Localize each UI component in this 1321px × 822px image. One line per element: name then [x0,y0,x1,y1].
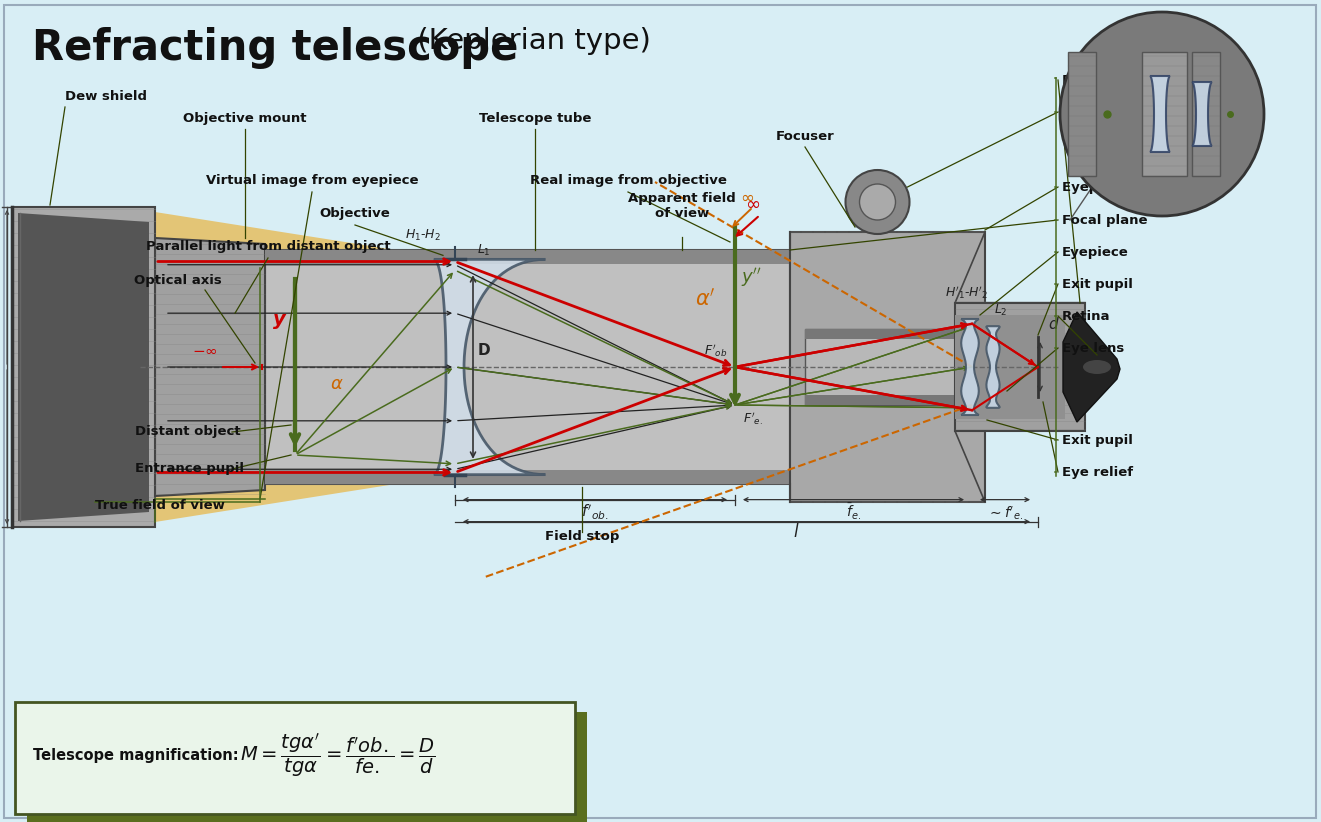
Circle shape [1059,12,1264,216]
Text: $L_2$: $L_2$ [993,303,1008,318]
Polygon shape [155,238,266,496]
Text: Focuser: Focuser [775,130,835,143]
Polygon shape [266,250,790,484]
Polygon shape [734,314,972,420]
Text: $F'_{ob}$: $F'_{ob}$ [704,343,727,359]
Circle shape [860,184,896,220]
Text: d: d [1048,317,1058,332]
Text: y: y [273,310,285,329]
Text: $y''$: $y''$ [741,266,762,289]
Text: $l$: $l$ [793,523,799,541]
Polygon shape [955,303,1085,431]
Text: Refracting telescope: Refracting telescope [32,27,518,69]
Text: $\infty$: $\infty$ [745,195,761,213]
Text: (Keplerian type): (Keplerian type) [408,27,651,55]
Text: Eyepiece: Eyepiece [1062,246,1128,258]
Text: Telescope tube: Telescope tube [478,112,592,125]
Polygon shape [433,260,546,474]
Polygon shape [266,470,790,484]
Text: $L_1$: $L_1$ [477,243,490,258]
Polygon shape [1063,312,1120,422]
Polygon shape [12,207,155,527]
Text: D: D [478,343,490,358]
FancyBboxPatch shape [26,712,587,822]
Polygon shape [1067,52,1096,176]
Polygon shape [804,329,985,405]
Text: Objective mount: Objective mount [184,112,306,125]
Text: Virtual image from eyepiece: Virtual image from eyepiece [206,174,419,187]
Text: Entrance pupil: Entrance pupil [135,462,244,475]
FancyBboxPatch shape [15,702,575,814]
Text: Focal plane: Focal plane [1062,214,1148,227]
Text: Eye relief: Eye relief [1062,465,1133,478]
Text: Field stop: Field stop [1062,73,1136,86]
Polygon shape [1192,52,1221,176]
Polygon shape [1192,82,1211,146]
Text: Retina: Retina [1062,310,1111,322]
Ellipse shape [1083,360,1111,374]
Text: Field stop: Field stop [544,530,620,543]
Text: Focus knob: Focus knob [1062,105,1147,118]
Text: $\sim f'_{e.}$: $\sim f'_{e.}$ [987,505,1022,522]
Text: $-\infty$: $-\infty$ [193,343,218,358]
Text: Parallel light from distant object: Parallel light from distant object [145,240,390,253]
Text: $M = \dfrac{tg\alpha'}{tg\alpha} = \dfrac{f'ob.}{fe.} = \dfrac{D}{d}$: $M = \dfrac{tg\alpha'}{tg\alpha} = \dfra… [240,732,436,780]
Text: Eye lens: Eye lens [1062,341,1124,354]
Text: Exit pupil: Exit pupil [1062,278,1133,290]
Text: Apparent field
of view: Apparent field of view [627,192,736,220]
Polygon shape [804,395,985,405]
Circle shape [845,170,909,234]
Text: Telescope magnification:: Telescope magnification: [33,748,239,764]
Polygon shape [804,329,985,339]
Polygon shape [266,250,790,264]
Polygon shape [1141,52,1188,176]
Text: $H_1$-$H_2$: $H_1$-$H_2$ [406,229,441,243]
Polygon shape [1151,76,1170,152]
Text: Distant object: Distant object [135,425,240,438]
Polygon shape [955,315,1065,419]
Text: $\alpha$: $\alpha$ [330,375,343,393]
Polygon shape [790,232,985,502]
Text: Real image from objective: Real image from objective [530,174,727,187]
Text: $\infty$: $\infty$ [740,188,754,206]
Polygon shape [18,213,149,521]
Text: True field of view: True field of view [95,499,225,512]
Text: Exit pupil: Exit pupil [1062,433,1133,446]
Text: $\alpha'$: $\alpha'$ [695,287,715,309]
Text: $\bar{f}_{e.}$: $\bar{f}_{e.}$ [845,501,861,522]
Polygon shape [987,326,1000,408]
Text: Dew shield: Dew shield [65,90,147,103]
Polygon shape [962,319,979,415]
Text: $H'_1$-$H'_2$: $H'_1$-$H'_2$ [946,284,988,301]
Text: Objective: Objective [320,207,391,220]
Text: Eyepiece tube: Eyepiece tube [1062,181,1168,193]
Text: $f'_{ob.}$: $f'_{ob.}$ [581,503,609,522]
Text: Optical axis: Optical axis [135,274,222,287]
Text: $F'_{e.}$: $F'_{e.}$ [742,410,764,427]
Polygon shape [155,212,734,522]
